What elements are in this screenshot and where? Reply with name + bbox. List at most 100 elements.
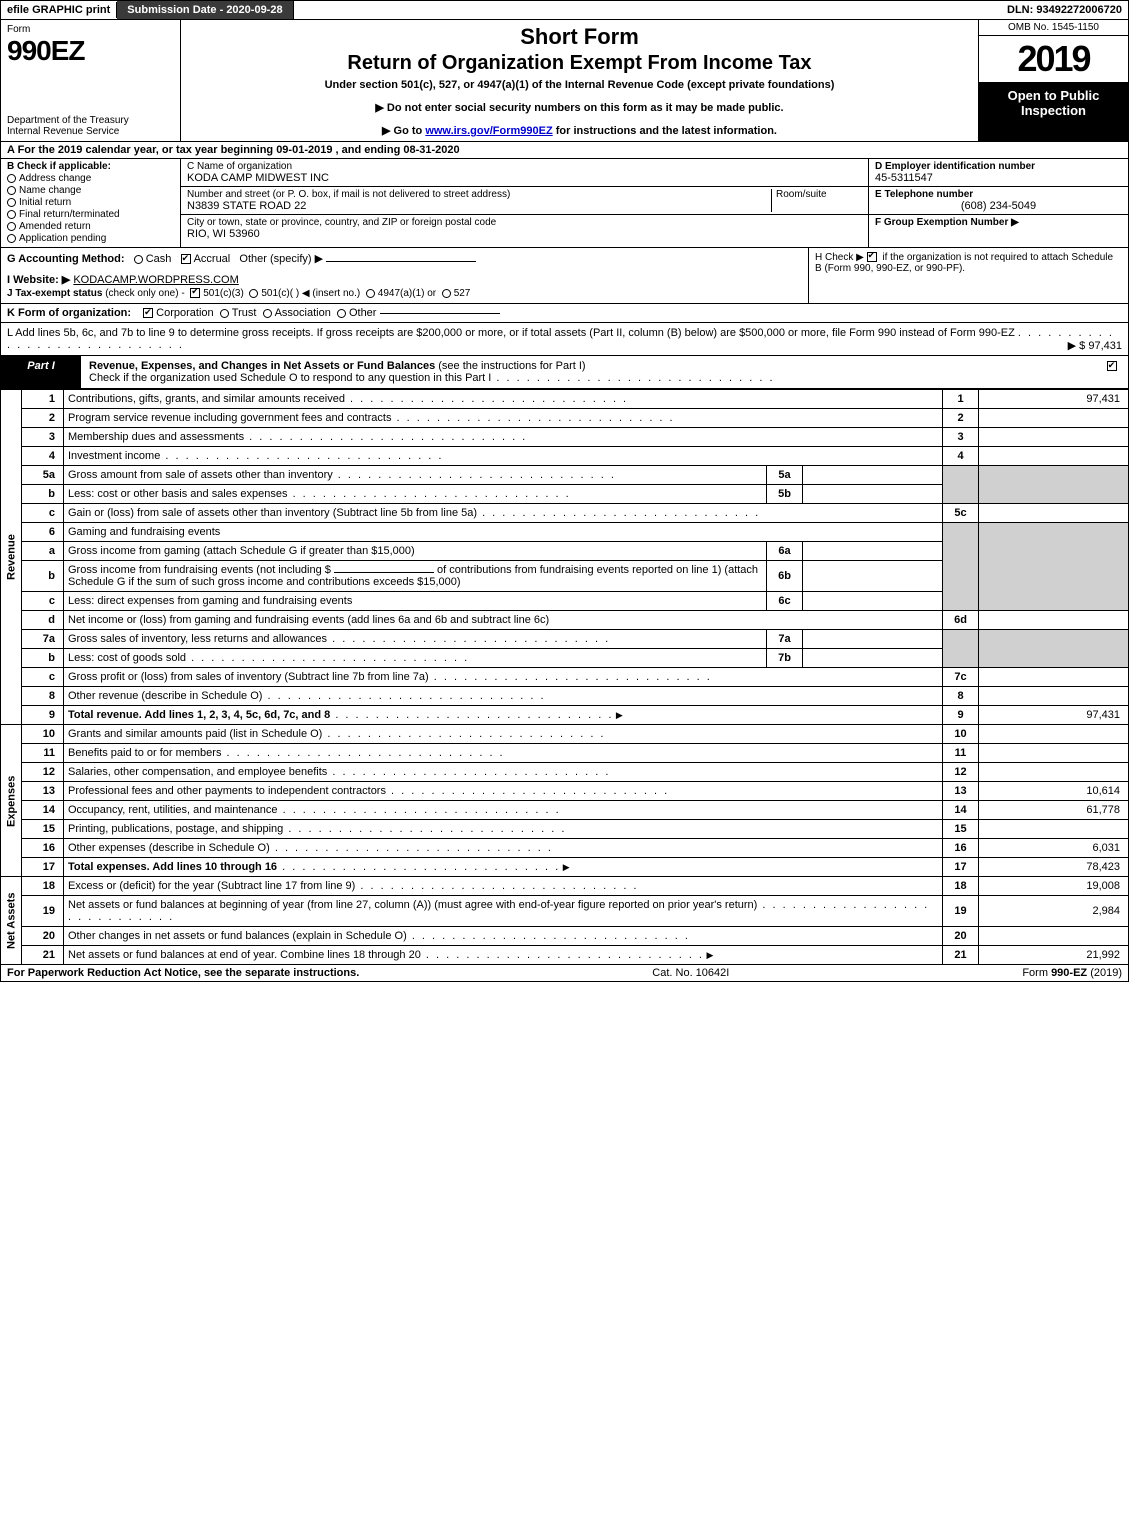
street-value: N3839 STATE ROAD 22 [187,200,767,212]
l17-amt: 78,423 [979,858,1129,877]
l6a-desc: Gross income from gaming (attach Schedul… [68,545,415,557]
l7c-num: c [22,668,64,687]
l1-desc: Contributions, gifts, grants, and simila… [68,393,345,405]
l21-ln: 21 [943,946,979,965]
l5a-shade2 [979,466,1129,485]
row-l-amount: ▶ $ 97,431 [1068,339,1122,352]
l6b-desc1: Gross income from fundraising events (no… [68,564,331,576]
line-6: 6 Gaming and fundraising events [1,523,1129,542]
l6d-ln: 6d [943,611,979,630]
efile-graphic-print[interactable]: efile GRAPHIC print [1,2,117,18]
chk-address-change[interactable]: Address change [19,173,91,184]
info-block: B Check if applicable: Address change Na… [0,159,1129,248]
line-9: 9 Total revenue. Add lines 1, 2, 3, 4, 5… [1,706,1129,725]
line-12: 12 Salaries, other compensation, and emp… [1,763,1129,782]
irs-link[interactable]: www.irs.gov/Form990EZ [425,125,552,137]
form-label: Form [7,24,174,35]
footer-catno: Cat. No. 10642I [359,967,1022,979]
l6-num: 6 [22,523,64,542]
directive-ssn: ▶ Do not enter social security numbers o… [189,101,970,114]
l12-amt [979,763,1129,782]
line-18: Net Assets 18 Excess or (deficit) for th… [1,877,1129,896]
l2-desc: Program service revenue including govern… [68,412,391,424]
row-g-h: G Accounting Method: Cash Accrual Other … [0,248,1129,304]
opt-501c3[interactable]: 501(c)(3) [203,288,244,299]
directive2-pre: ▶ Go to [382,125,425,137]
l6-desc: Gaming and fundraising events [64,523,943,542]
l20-num: 20 [22,927,64,946]
part1-tag: Part I [1,356,81,388]
l11-desc: Benefits paid to or for members [68,747,221,759]
l3-desc: Membership dues and assessments [68,431,244,443]
ein-value: 45-5311547 [875,172,1122,184]
short-form-title: Short Form [189,24,970,50]
chk-amended[interactable]: Amended return [19,221,91,232]
accounting-cash[interactable]: Cash [146,253,172,265]
l7c-amt [979,668,1129,687]
l8-ln: 8 [943,687,979,706]
l20-desc: Other changes in net assets or fund bala… [68,930,407,942]
header-center: Short Form Return of Organization Exempt… [181,20,978,141]
chk-name-change[interactable]: Name change [19,185,81,196]
opt-4947[interactable]: 4947(a)(1) or [378,288,436,299]
dept-line1: Department of the Treasury [7,115,129,126]
opt-trust[interactable]: Trust [232,307,257,319]
line-11: 11 Benefits paid to or for members 11 [1,744,1129,763]
l7a-mval [803,630,943,649]
street-label: Number and street (or P. O. box, if mail… [187,189,767,200]
row-l: L Add lines 5b, 6c, and 7b to line 9 to … [0,323,1129,356]
row-l-text: L Add lines 5b, 6c, and 7b to line 9 to … [7,327,1015,339]
part1-table: Revenue 1 Contributions, gifts, grants, … [0,389,1129,965]
header-subtitle: Under section 501(c), 527, or 4947(a)(1)… [189,79,970,91]
row-h-check-icon [867,252,877,262]
l12-num: 12 [22,763,64,782]
part1-header: Part I Revenue, Expenses, and Changes in… [0,356,1129,389]
l5a-num: 5a [22,466,64,485]
corporation-check-icon [143,308,153,318]
part1-title-rest: (see the instructions for Part I) [435,360,585,372]
chk-pending[interactable]: Application pending [19,233,106,244]
l4-desc: Investment income [68,450,160,462]
form-number: 990EZ [7,35,174,67]
opt-other[interactable]: Other [349,307,377,319]
l6b-desc: Gross income from fundraising events (no… [64,561,767,592]
accounting-accrual[interactable]: Accrual [194,253,231,265]
l9-amt: 97,431 [979,706,1129,725]
opt-501c[interactable]: 501(c)( ) ◀ (insert no.) [261,288,360,299]
opt-corporation[interactable]: Corporation [156,307,213,319]
l1-amt: 97,431 [979,390,1129,409]
l21-num: 21 [22,946,64,965]
footer-formref: Form 990-EZ (2019) [1022,967,1122,979]
line-14: 14 Occupancy, rent, utilities, and maint… [1,801,1129,820]
chk-initial-return[interactable]: Initial return [19,197,71,208]
l21-desc: Net assets or fund balances at end of ye… [68,949,421,961]
section-b-label: B Check if applicable: [7,161,111,172]
l20-ln: 20 [943,927,979,946]
opt-527[interactable]: 527 [454,288,471,299]
row-j-note: (check only one) - [105,288,184,299]
city-value: RIO, WI 53960 [187,228,862,240]
l5b-mn: 5b [767,485,803,504]
l5a-mn: 5a [767,466,803,485]
dept-treasury: Department of the Treasury Internal Reve… [7,115,174,137]
accounting-other[interactable]: Other (specify) ▶ [239,253,323,265]
website-value[interactable]: KODACAMP.WORDPRESS.COM [73,274,238,286]
l3-amt [979,428,1129,447]
l6d-amt [979,611,1129,630]
line-5a: 5a Gross amount from sale of assets othe… [1,466,1129,485]
line-5c: c Gain or (loss) from sale of assets oth… [1,504,1129,523]
line-6a: a Gross income from gaming (attach Sched… [1,542,1129,561]
line-6b: b Gross income from fundraising events (… [1,561,1129,592]
l20-amt [979,927,1129,946]
l21-amt: 21,992 [979,946,1129,965]
part1-schedule-o-check[interactable] [1098,356,1128,388]
l8-desc: Other revenue (describe in Schedule O) [68,690,262,702]
opt-association[interactable]: Association [275,307,331,319]
l19-num: 19 [22,896,64,927]
l6a-num: a [22,542,64,561]
dln-number: DLN: 93492272006720 [1001,2,1128,18]
l2-num: 2 [22,409,64,428]
l6b-num: b [22,561,64,592]
chk-final-return[interactable]: Final return/terminated [19,209,120,220]
l6d-desc: Net income or (loss) from gaming and fun… [68,614,549,626]
